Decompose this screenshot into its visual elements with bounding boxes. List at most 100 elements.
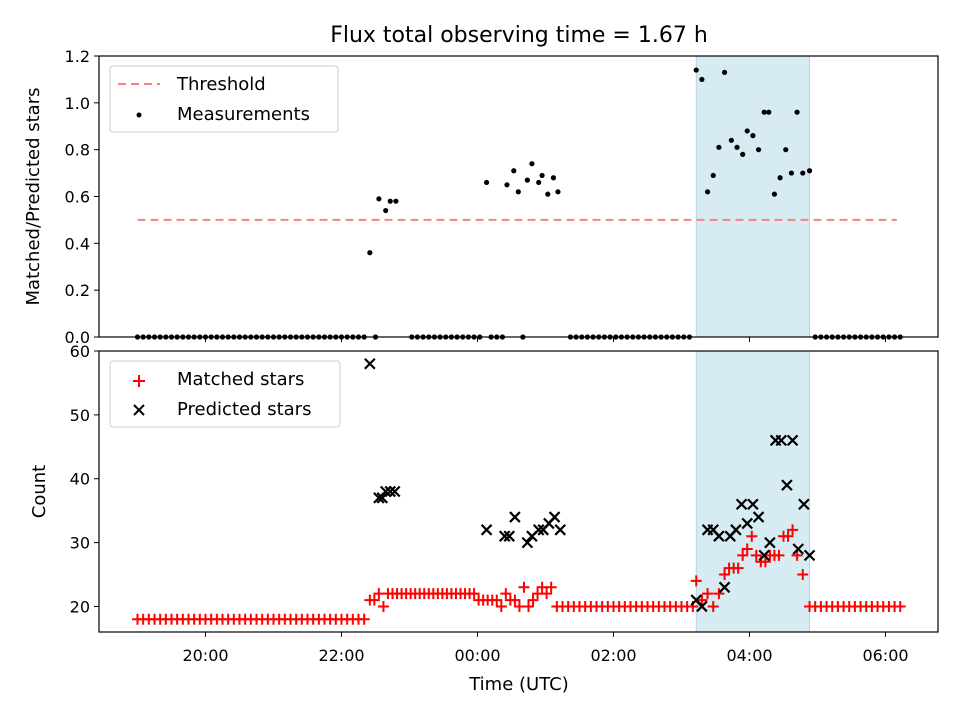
predicted-star-point [803,549,816,562]
y-tick-label: 0.4 [65,234,90,253]
measurement-point [734,144,740,150]
matched-star-point [797,569,809,581]
predicted-star-point [775,434,788,447]
y-tick-label: 20 [70,597,90,616]
bottom-highlight-span [695,350,811,633]
measurement-point [699,76,705,83]
measurement-point [728,137,734,143]
measurement-point [766,109,772,115]
y-tick-label: 1.0 [65,94,90,113]
predicted-star-point [718,581,731,594]
matched-star-point [377,600,389,612]
top-x-axis [205,337,886,342]
measurement-point [721,69,728,75]
matched-star-point [368,594,380,606]
y-tick-label: 40 [70,470,90,489]
measurement-point [555,189,561,195]
matched-star-point [696,594,708,606]
predicted-legend-swatch [133,404,145,416]
matched-star-point [894,600,906,612]
top-y-axis: 0.0 0.2 0.4 0.6 0.8 1.0 1.2 [65,47,99,347]
measurement-point [376,196,382,202]
x-tick-label: 20:00 [182,646,228,665]
measurement-point [771,191,778,197]
matched-star-point [750,549,762,561]
x-tick-label: 02:00 [590,646,636,665]
matched-legend-swatch [133,375,145,387]
matched-star-point [787,524,799,536]
measurement-point [383,207,389,214]
predicted-star-point [548,511,561,523]
predicted-star-point [798,498,810,511]
measurement-point [740,151,746,157]
matched-star-point [782,530,794,542]
threshold-legend-label: Threshold [176,74,266,95]
y-tick-label: 0.8 [65,141,90,160]
y-tick-label: 0.0 [65,328,90,347]
predicted-star-point [781,479,793,491]
y-tick-label: 0.6 [65,188,90,207]
measurements-legend-swatch [136,112,142,118]
matched-star-point [737,549,749,561]
matched-star-point [702,588,714,600]
matched-star-point [509,594,521,606]
measurement-point [539,172,545,179]
predicted-star-point [379,485,392,498]
y-tick-label: 30 [70,534,90,553]
x-tick-label: 22:00 [318,646,364,665]
measurement-point [761,109,767,115]
matched-star-point [773,549,785,561]
predicted-star-point [503,530,516,542]
predicted-star-point [532,524,545,536]
matched-star-point [545,581,557,593]
top-legend: Threshold Measurements [109,65,339,133]
measurement-point [716,144,722,150]
bottom-y-axis: 20 30 40 50 60 [70,342,99,616]
measurement-point [800,170,806,176]
predicted-star-point [480,524,493,536]
matched-star-point [491,594,503,606]
matched-star-point [527,594,539,606]
predicted-star-point [388,485,401,498]
bottom-x-axis-label: Time (UTC) [468,674,569,695]
matched-star-point [523,600,534,612]
measurement-point [515,189,521,195]
x-tick-label: 04:00 [726,646,772,665]
measurement-point [788,170,795,176]
matched-star-point [358,613,370,625]
predicted-star-point [735,498,748,511]
y-tick-label: 1.2 [65,47,90,66]
chart-title: Flux total observing time = 1.67 h [330,23,708,48]
matched-star-point [707,600,719,612]
predicted-star-point [786,434,799,447]
predicted-star-point [509,511,521,523]
predicted-star-point [764,536,776,549]
matched-star-point [746,530,758,542]
measurement-point [524,177,530,183]
top-y-axis-label: Matched/Predicted stars [23,88,44,306]
predicted-star-point [554,524,567,536]
bottom-plot-area [132,357,906,625]
measurement-point [693,67,699,73]
measurement-point [750,133,756,139]
y-tick-label: 60 [70,342,90,361]
predicted-star-point [792,543,805,555]
measurement-point [777,175,783,181]
top-highlight-span [695,55,811,338]
predicted-star-point [741,517,754,530]
bottom-x-axis: 20:00 22:00 00:00 02:00 04:00 06:00 [182,632,909,665]
matched-star-point [468,588,480,600]
predicted-star-point [730,524,742,536]
y-tick-label: 0.2 [65,281,90,300]
matched-star-point [719,569,731,581]
measurement-point [783,147,789,153]
bottom-legend-box [109,360,341,428]
predicted-star-point [384,485,397,498]
measurement-point [545,191,551,197]
measurement-point [536,179,542,186]
measurement-point [393,198,399,204]
predicted-star-point [752,511,765,523]
measurement-point [483,179,490,186]
matched-star-point [759,556,771,568]
